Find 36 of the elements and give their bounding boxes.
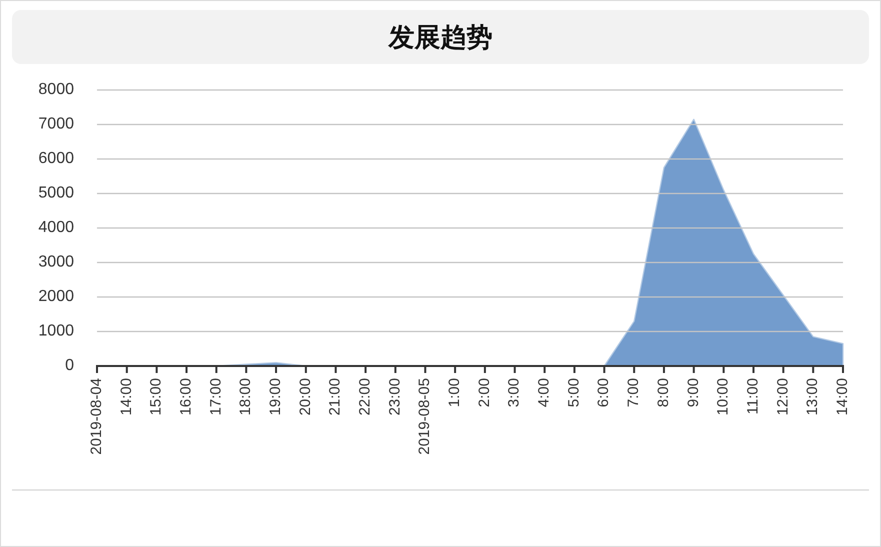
y-tick-label: 7000 — [38, 116, 74, 133]
x-tick-label: 6:00 — [595, 378, 612, 408]
y-tick-label: 5000 — [38, 184, 74, 202]
x-tick-label: 17:00 — [207, 378, 224, 416]
x-tick-label: 14:00 — [118, 378, 135, 416]
x-tick-label: 9:00 — [684, 378, 702, 408]
y-tick-label: 3000 — [38, 254, 74, 271]
x-tick-label: 15:00 — [148, 378, 165, 416]
x-tick-label: 5:00 — [565, 378, 582, 408]
x-tick-label: 3:00 — [506, 378, 523, 408]
x-tick-label: 18:00 — [237, 378, 254, 416]
x-tick-label: 8:00 — [654, 378, 672, 408]
x-tick-label: 23:00 — [386, 378, 404, 416]
y-tick-label: 8000 — [38, 81, 74, 98]
x-tick-label: 4:00 — [536, 378, 553, 408]
y-tick-label: 0 — [65, 357, 74, 374]
x-tick-label: 11:00 — [744, 378, 762, 414]
x-tick-label: 12:00 — [774, 378, 792, 416]
x-tick-label: 19:00 — [267, 378, 284, 416]
y-tick-label: 1000 — [38, 322, 74, 340]
x-tick-label: 21:00 — [326, 378, 344, 416]
y-tick-label: 6000 — [38, 150, 74, 168]
x-tick-label: 7:00 — [625, 378, 642, 408]
x-tick-label: 14:00 — [834, 378, 851, 416]
x-tick-label: 10:00 — [714, 378, 732, 416]
x-tick-label: 22:00 — [356, 378, 374, 416]
x-tick-label: 13:00 — [804, 378, 822, 416]
y-tick-label: 4000 — [38, 219, 74, 236]
x-tick-label: 16:00 — [177, 378, 194, 416]
x-tick-label: 1:00 — [446, 378, 464, 408]
x-tick-label: 2019-08-04 — [88, 378, 105, 455]
chart-title: 发展趋势 — [388, 22, 492, 52]
x-tick-label: 2019-08-05 — [416, 378, 434, 455]
x-tick-label: 20:00 — [296, 378, 314, 416]
x-tick-label: 2:00 — [476, 378, 493, 408]
y-tick-label: 2000 — [38, 288, 74, 306]
